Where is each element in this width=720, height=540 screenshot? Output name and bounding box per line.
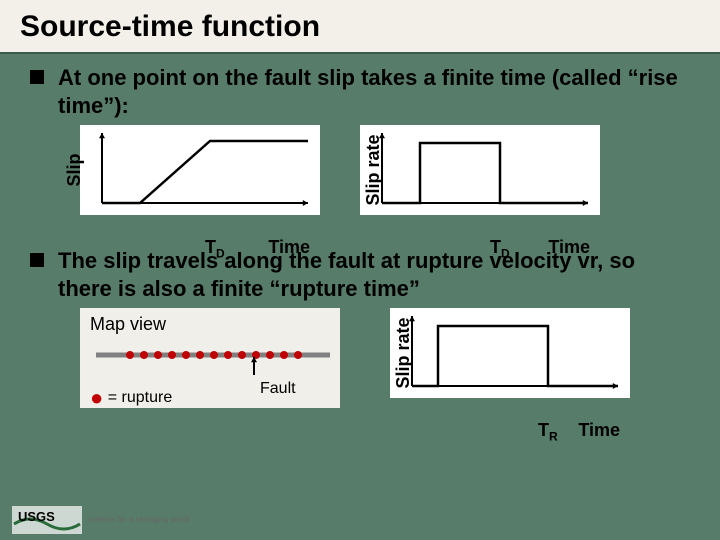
rupture-dot-icon: ● — [90, 385, 103, 410]
chart-slip: Slip TD Time — [80, 125, 320, 215]
chart-slip-ylabel: Slip — [64, 153, 85, 186]
fault-label: Fault — [260, 380, 296, 398]
legend-text: = rupture — [108, 389, 172, 406]
logo-tagline: science for a changing world — [88, 516, 189, 525]
charts-row-1: Slip TD Time Slip rate — [80, 125, 690, 215]
bullet-icon — [30, 70, 44, 84]
map-svg — [90, 339, 334, 379]
slide: Source-time function At one point on the… — [0, 0, 720, 540]
chart-slip-rate: Slip rate TD Time — [360, 125, 600, 215]
content-area: At one point on the fault slip takes a f… — [0, 54, 720, 540]
chart-sliprate2-ylabel: Slip rate — [393, 317, 414, 388]
bullet-1: At one point on the fault slip takes a f… — [30, 64, 690, 119]
bullet-1-text: At one point on the fault slip takes a f… — [58, 64, 690, 119]
chart-bg — [390, 308, 630, 398]
tr-label: TR — [538, 420, 558, 444]
bullet-icon — [30, 253, 44, 267]
chart-bg — [360, 125, 600, 215]
slide-title: Source-time function — [20, 10, 320, 43]
chart-bg — [80, 125, 320, 215]
chart-sliprate2-svg — [390, 308, 630, 398]
time-label: Time — [578, 420, 620, 441]
map-title: Map view — [90, 314, 330, 335]
usgs-logo: USGS science for a changing world — [12, 506, 189, 534]
map-panel: Map view ● = rupture Fault — [80, 308, 340, 408]
bullet-2-text: The slip travels along the fault at rupt… — [58, 247, 690, 302]
time-label: Time — [268, 237, 310, 258]
bullet-2: The slip travels along the fault at rupt… — [30, 247, 690, 302]
chart-sliprate-svg — [360, 125, 600, 215]
chart-slip-svg — [80, 125, 320, 215]
chart-slip-rate-2: Slip rate TR Time — [390, 308, 630, 398]
time-label: Time — [548, 237, 590, 258]
td-label: TD — [205, 237, 225, 261]
bottom-row: Map view ● = rupture Fault Slip rate — [80, 308, 690, 408]
td-label: TD — [490, 237, 510, 261]
chart-sliprate-ylabel: Slip rate — [363, 134, 384, 205]
title-bar: Source-time function — [0, 0, 720, 54]
usgs-logo-icon: USGS — [12, 506, 82, 534]
svg-text:USGS: USGS — [18, 509, 55, 524]
